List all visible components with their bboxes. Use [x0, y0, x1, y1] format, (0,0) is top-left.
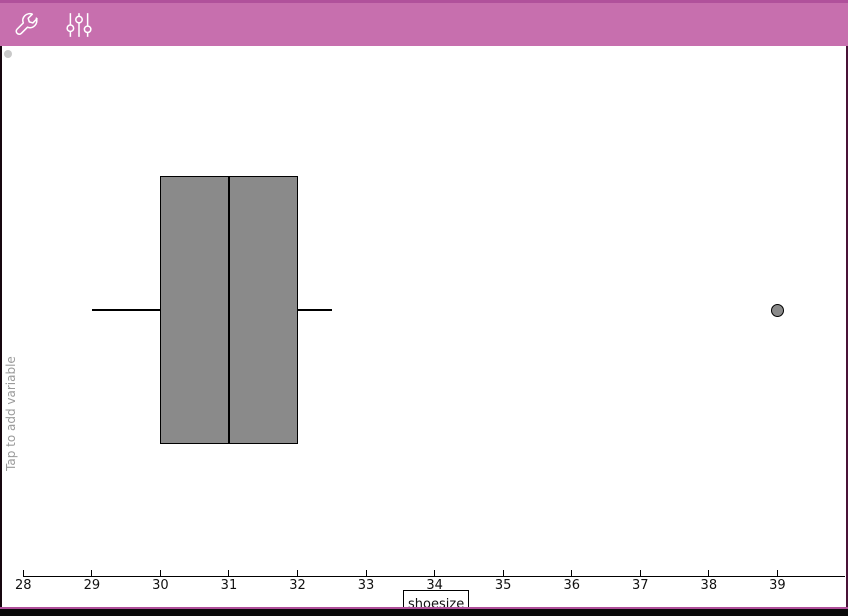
x-axis-tick	[571, 569, 573, 576]
x-axis-tick-label: 38	[700, 578, 718, 593]
x-axis-tick	[297, 569, 299, 576]
x-axis-tick-label: 39	[769, 578, 786, 593]
x-axis-tick	[639, 569, 641, 576]
boxplot-outlier-point[interactable]	[770, 303, 784, 317]
boxplot-median-line[interactable]	[227, 176, 230, 444]
sliders-icon-glyph	[66, 12, 92, 37]
x-axis-tick	[91, 569, 93, 576]
page-indicator-dot	[4, 50, 12, 58]
x-axis-tick	[228, 569, 230, 576]
x-axis-tick	[708, 569, 710, 576]
wrench-icon-glyph	[15, 12, 38, 35]
x-axis-tick-label: 32	[289, 578, 306, 593]
y-axis-add-variable[interactable]: Tap to add variable	[4, 356, 18, 471]
x-axis-tick-label: 28	[15, 578, 32, 593]
boxplot-whisker-right[interactable]	[297, 309, 332, 311]
x-axis-tick-label: 37	[632, 578, 649, 593]
x-axis-tick	[434, 569, 436, 576]
x-axis-line	[23, 575, 845, 577]
x-axis-tick	[159, 569, 161, 576]
window-border-bottom	[0, 607, 848, 609]
toolbar	[0, 0, 848, 46]
x-axis-tick-label: 35	[494, 578, 512, 593]
boxplot-whisker-left[interactable]	[91, 309, 161, 311]
x-axis-tick-label: 31	[220, 578, 238, 593]
x-axis-tick	[776, 569, 778, 576]
sliders-icon[interactable]	[64, 10, 94, 40]
x-axis-tick-label: 34	[426, 578, 443, 593]
x-axis-tick	[22, 569, 24, 576]
x-axis-tick-label: 30	[152, 578, 169, 593]
x-axis-tick-label: 36	[563, 578, 580, 593]
x-axis-tick-label: 33	[357, 578, 375, 593]
wrench-icon[interactable]	[12, 10, 42, 40]
x-axis-tick	[502, 569, 504, 576]
window-edge-bottom	[0, 609, 848, 616]
window-border-right	[846, 46, 848, 616]
window-border-left	[0, 46, 2, 616]
x-axis-tick-label: 29	[83, 578, 101, 593]
plot-area[interactable]: Tap to add variable 28 29 30 31 32 33 34 35 36 37…	[0, 46, 848, 616]
x-axis-tick	[365, 569, 367, 576]
